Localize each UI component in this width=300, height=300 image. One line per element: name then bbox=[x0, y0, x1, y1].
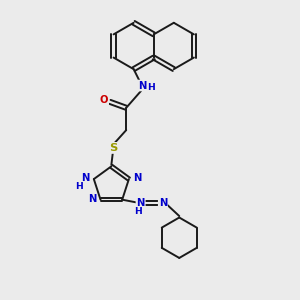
Text: H: H bbox=[147, 83, 155, 92]
Text: N: N bbox=[138, 80, 147, 91]
Text: O: O bbox=[100, 95, 108, 105]
Text: H: H bbox=[75, 182, 83, 191]
Text: H: H bbox=[134, 207, 142, 216]
Text: N: N bbox=[133, 172, 141, 183]
Text: N: N bbox=[136, 198, 145, 208]
Text: N: N bbox=[159, 198, 167, 208]
Text: N: N bbox=[88, 194, 96, 204]
Text: S: S bbox=[109, 143, 117, 153]
Text: N: N bbox=[81, 172, 90, 183]
